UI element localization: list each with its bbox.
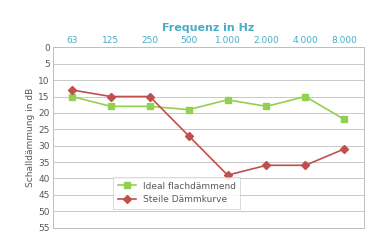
Ideal flachdämmend: [303, 95, 307, 98]
X-axis label: Frequenz in Hz: Frequenz in Hz: [162, 23, 254, 33]
Ideal flachdämmend: [186, 108, 191, 111]
Line: Steile Dämmkurve: Steile Dämmkurve: [69, 87, 347, 178]
Ideal flachdämmend: [264, 105, 269, 108]
Steile Dämmkurve: [264, 164, 269, 167]
Steile Dämmkurve: [303, 164, 307, 167]
Legend: Ideal flachdämmend, Steile Dämmkurve: Ideal flachdämmend, Steile Dämmkurve: [113, 177, 240, 209]
Steile Dämmkurve: [342, 147, 346, 150]
Ideal flachdämmend: [342, 118, 346, 121]
Ideal flachdämmend: [109, 105, 113, 108]
Ideal flachdämmend: [147, 105, 152, 108]
Ideal flachdämmend: [70, 95, 74, 98]
Steile Dämmkurve: [109, 95, 113, 98]
Steile Dämmkurve: [225, 174, 230, 177]
Steile Dämmkurve: [186, 134, 191, 137]
Steile Dämmkurve: [70, 89, 74, 91]
Steile Dämmkurve: [147, 95, 152, 98]
Y-axis label: Schalldämmung in dB: Schalldämmung in dB: [27, 88, 36, 187]
Line: Ideal flachdämmend: Ideal flachdämmend: [69, 94, 347, 122]
Ideal flachdämmend: [225, 98, 230, 101]
